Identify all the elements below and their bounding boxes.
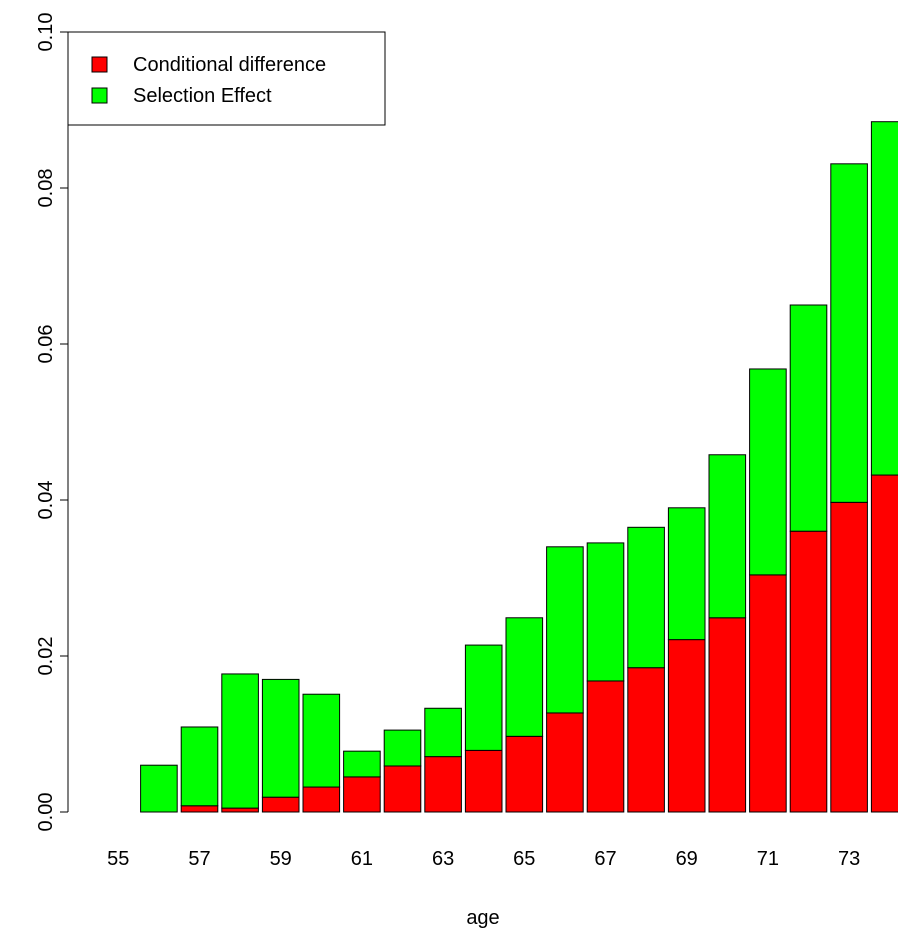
- bar-segment: [261, 796, 300, 813]
- bar-segment: [343, 750, 381, 778]
- y-tick-label: 0.00: [35, 793, 57, 832]
- bar-segment: [424, 707, 462, 758]
- bar-segment: [546, 712, 584, 813]
- x-tick-label: 73: [838, 848, 860, 870]
- x-tick-label: 71: [757, 848, 779, 870]
- bar-segment: [546, 546, 584, 714]
- bar-segment: [830, 163, 868, 503]
- x-tick-label: 57: [188, 848, 210, 870]
- bar-segment: [830, 501, 868, 813]
- bar-segment: [221, 807, 259, 813]
- bar-segment: [505, 617, 544, 737]
- x-tick-label: 55: [107, 848, 129, 870]
- y-tick-label: 0.10: [35, 13, 57, 52]
- bar-segment: [343, 776, 381, 813]
- bar-segment: [667, 639, 706, 813]
- bar-segment: [180, 805, 219, 813]
- bar-segment: [586, 680, 625, 813]
- bar-segment: [586, 542, 625, 682]
- y-tick-label: 0.04: [35, 481, 57, 520]
- y-tick-label: 0.02: [35, 637, 57, 676]
- bar-segment: [789, 530, 828, 813]
- x-tick-label: 59: [270, 848, 292, 870]
- bar-segment: [302, 693, 341, 788]
- bar-segment: [789, 304, 828, 532]
- bar-segment: [708, 617, 747, 813]
- bar-segment: [383, 729, 422, 767]
- bar-segment: [180, 726, 219, 807]
- legend-swatch: [91, 56, 108, 73]
- bar-segment: [505, 735, 544, 813]
- x-axis-label: age: [466, 907, 499, 929]
- y-tick-label: 0.06: [35, 325, 57, 364]
- bar-segment: [383, 765, 422, 813]
- x-tick-label: 61: [351, 848, 373, 870]
- bar-segment: [464, 644, 503, 751]
- x-tick-label: 69: [676, 848, 698, 870]
- bar-segment: [627, 667, 665, 813]
- x-tick-label: 63: [432, 848, 454, 870]
- bar-segment: [870, 121, 898, 476]
- bar-segment: [708, 454, 747, 619]
- x-tick-label: 67: [594, 848, 616, 870]
- bar-segment: [221, 673, 259, 809]
- bar-segment: [302, 786, 341, 813]
- bar-segment: [627, 526, 665, 669]
- bar-segment: [140, 764, 178, 813]
- legend-label: Selection Effect: [133, 85, 272, 107]
- bar-segment: [667, 507, 706, 641]
- bar-segment: [464, 749, 503, 813]
- legend-label: Conditional difference: [133, 54, 326, 76]
- legend-swatch: [91, 87, 108, 104]
- bar-segment: [261, 678, 300, 798]
- bar-segment: [749, 574, 787, 813]
- bar-segment: [870, 474, 898, 813]
- legend-box: [67, 31, 386, 126]
- x-tick-label: 65: [513, 848, 535, 870]
- y-tick-label: 0.08: [35, 169, 57, 208]
- bar-segment: [424, 756, 462, 813]
- bar-segment: [749, 368, 787, 576]
